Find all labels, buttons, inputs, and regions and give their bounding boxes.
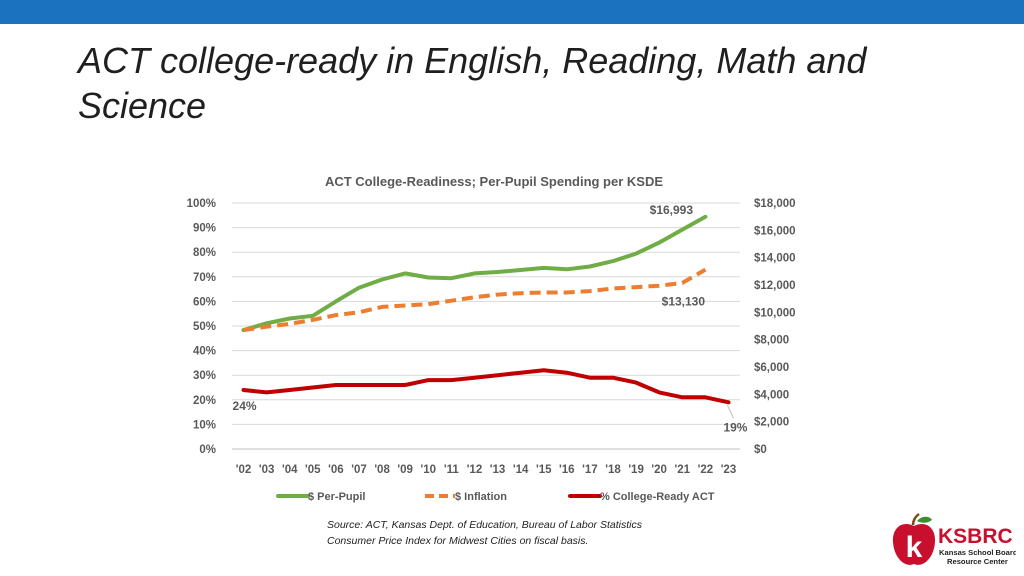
data-label: 24%: [233, 399, 257, 413]
series-line-inflation: [243, 267, 707, 333]
logo-subtitle-2: Resource Center: [947, 557, 1008, 566]
x-axis-tick-label: '05: [305, 464, 321, 476]
apple-k-icon: k: [892, 512, 936, 565]
x-axis-tick-label: '19: [628, 464, 644, 476]
x-axis-tick-label: '22: [698, 464, 714, 476]
source-line-2: Consumer Price Index for Midwest Cities …: [327, 535, 589, 547]
x-axis-tick-label: '20: [651, 464, 667, 476]
left-axis-tick-label: 20%: [193, 395, 216, 407]
x-axis-tick-label: '09: [397, 464, 413, 476]
series-line-college-ready-act: [241, 368, 731, 405]
x-axis-tick-label: '03: [259, 464, 275, 476]
x-axis-tick-label: '04: [282, 464, 298, 476]
data-label: $13,130: [662, 295, 706, 309]
right-axis-tick-label: $8,000: [754, 335, 789, 347]
left-axis-tick-label: 10%: [193, 419, 216, 431]
x-axis-tick-label: '06: [328, 464, 344, 476]
slide-title: ACT college-ready in English, Reading, M…: [78, 40, 867, 126]
left-axis-tick-label: 0%: [199, 444, 216, 456]
right-axis-tick-label: $2,000: [754, 417, 789, 429]
svg-text:k: k: [906, 531, 923, 564]
x-axis-tick-label: '12: [467, 464, 483, 476]
left-axis-tick-label: 50%: [193, 321, 216, 333]
x-axis-tick-label: '16: [559, 464, 575, 476]
left-axis-tick-label: 30%: [193, 370, 216, 382]
left-axis-tick-label: 80%: [193, 247, 216, 259]
left-axis-tick-label: 90%: [193, 223, 216, 235]
ksbrc-logo: k KSBRC Kansas School Board Resource Cen…: [892, 512, 1016, 566]
data-label: $16,993: [650, 203, 694, 217]
right-axis-tick-label: $18,000: [754, 198, 796, 210]
right-axis-tick-label: $12,000: [754, 280, 796, 292]
right-axis-tick-label: $16,000: [754, 225, 796, 237]
logo-subtitle-1: Kansas School Board: [939, 548, 1016, 557]
legend-label: % College-Ready ACT: [600, 491, 715, 503]
left-axis-tick-label: 100%: [187, 198, 216, 210]
x-axis-tick-label: '23: [721, 464, 737, 476]
x-axis-tick-label: '02: [236, 464, 252, 476]
legend-label: $ Inflation: [455, 491, 507, 503]
x-axis-tick-label: '15: [536, 464, 552, 476]
x-axis-tick-label: '08: [374, 464, 390, 476]
left-axis-tick-label: 40%: [193, 346, 216, 358]
x-axis-tick-label: '18: [605, 464, 621, 476]
top-accent-bar: [0, 0, 1024, 24]
x-axis-tick-label: '07: [351, 464, 367, 476]
left-axis-tick-label: 70%: [193, 272, 216, 284]
left-axis-tick-label: 60%: [193, 296, 216, 308]
x-axis-tick-label: '10: [421, 464, 437, 476]
right-axis-tick-label: $6,000: [754, 362, 789, 374]
right-axis-tick-label: $0: [754, 444, 767, 456]
x-axis-tick-label: '13: [490, 464, 506, 476]
right-axis-tick-label: $4,000: [754, 389, 789, 401]
data-label: 19%: [723, 420, 747, 434]
source-line-1: Source: ACT, Kansas Dept. of Education, …: [327, 519, 642, 531]
series-line-per-pupil: [241, 214, 708, 333]
source-note: Source: ACT, Kansas Dept. of Education, …: [327, 517, 642, 549]
chart-title: ACT College-Readiness; Per-Pupil Spendin…: [325, 174, 663, 189]
data-label-leader-line: [727, 405, 734, 419]
x-axis-tick-label: '17: [582, 464, 598, 476]
right-axis-tick-label: $14,000: [754, 253, 796, 265]
x-axis-tick-label: '14: [513, 464, 529, 476]
x-axis-tick-label: '21: [675, 464, 691, 476]
right-axis-tick-label: $10,000: [754, 307, 796, 319]
logo-wordmark: KSBRC: [938, 525, 1013, 548]
x-axis-tick-label: '11: [444, 464, 459, 476]
legend-label: $ Per-Pupil: [308, 491, 365, 503]
